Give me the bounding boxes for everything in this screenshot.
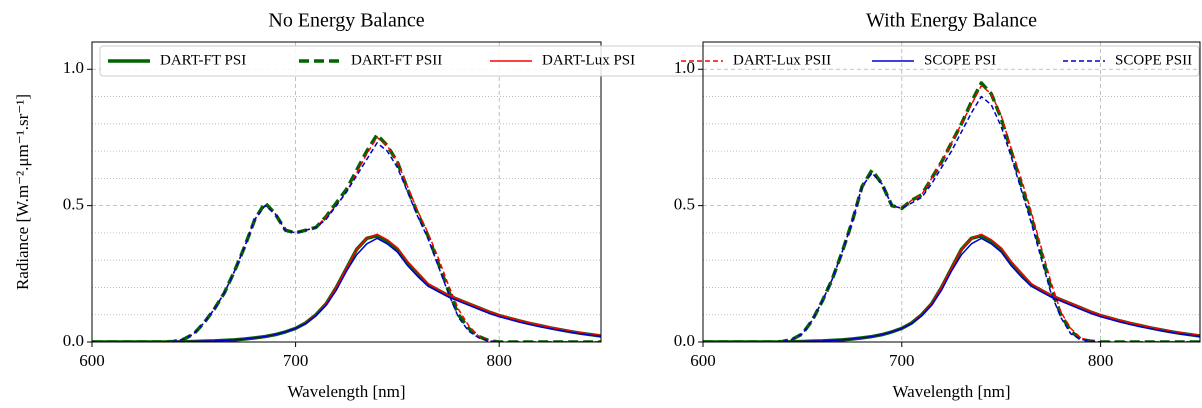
chart-title: With Energy Balance	[866, 10, 1037, 32]
y-tick-label: 0.0	[674, 331, 695, 350]
axes-frame	[91, 41, 602, 343]
y-tick-label: 0.5	[63, 195, 84, 214]
x-tick-label: 600	[690, 351, 716, 370]
legend-label: SCOPE PSII	[1115, 52, 1192, 68]
x-axis-label: Wavelength [nm]	[892, 382, 1010, 401]
series-line	[703, 81, 1200, 342]
series-line	[703, 233, 1200, 342]
series-line	[703, 84, 1200, 342]
legend-label: DART-Lux PSI	[542, 52, 635, 68]
x-tick-label: 800	[486, 351, 512, 370]
series-line	[703, 237, 1200, 342]
series-line	[92, 237, 601, 342]
y-axis-label: Radiance [W.m⁻².μm⁻¹.sr⁻¹]	[13, 94, 32, 290]
series-line	[92, 233, 601, 342]
y-tick-label: 1.0	[63, 58, 84, 77]
series-line	[703, 233, 1200, 342]
series-line	[703, 95, 1200, 342]
legend-label: DART-Lux PSII	[733, 52, 831, 68]
legend-label: DART-FT PSI	[160, 52, 246, 68]
series-line	[92, 142, 601, 342]
legend-label: SCOPE PSI	[924, 52, 996, 68]
series-line	[92, 136, 601, 342]
x-tick-label: 700	[889, 351, 915, 370]
series-line	[92, 132, 601, 342]
x-tick-label: 600	[79, 351, 105, 370]
x-axis-label: Wavelength [nm]	[287, 382, 405, 401]
y-tick-label: 0.5	[674, 195, 695, 214]
y-tick-label: 0.0	[63, 331, 84, 350]
axes-frame	[702, 41, 1201, 343]
chart-title: No Energy Balance	[268, 10, 424, 32]
series-line	[92, 233, 601, 342]
y-tick-label: 1.0	[674, 58, 695, 77]
legend-box	[99, 45, 1200, 77]
x-tick-label: 800	[1088, 351, 1114, 370]
legend-label: DART-FT PSII	[351, 52, 442, 68]
x-tick-label: 700	[283, 351, 309, 370]
